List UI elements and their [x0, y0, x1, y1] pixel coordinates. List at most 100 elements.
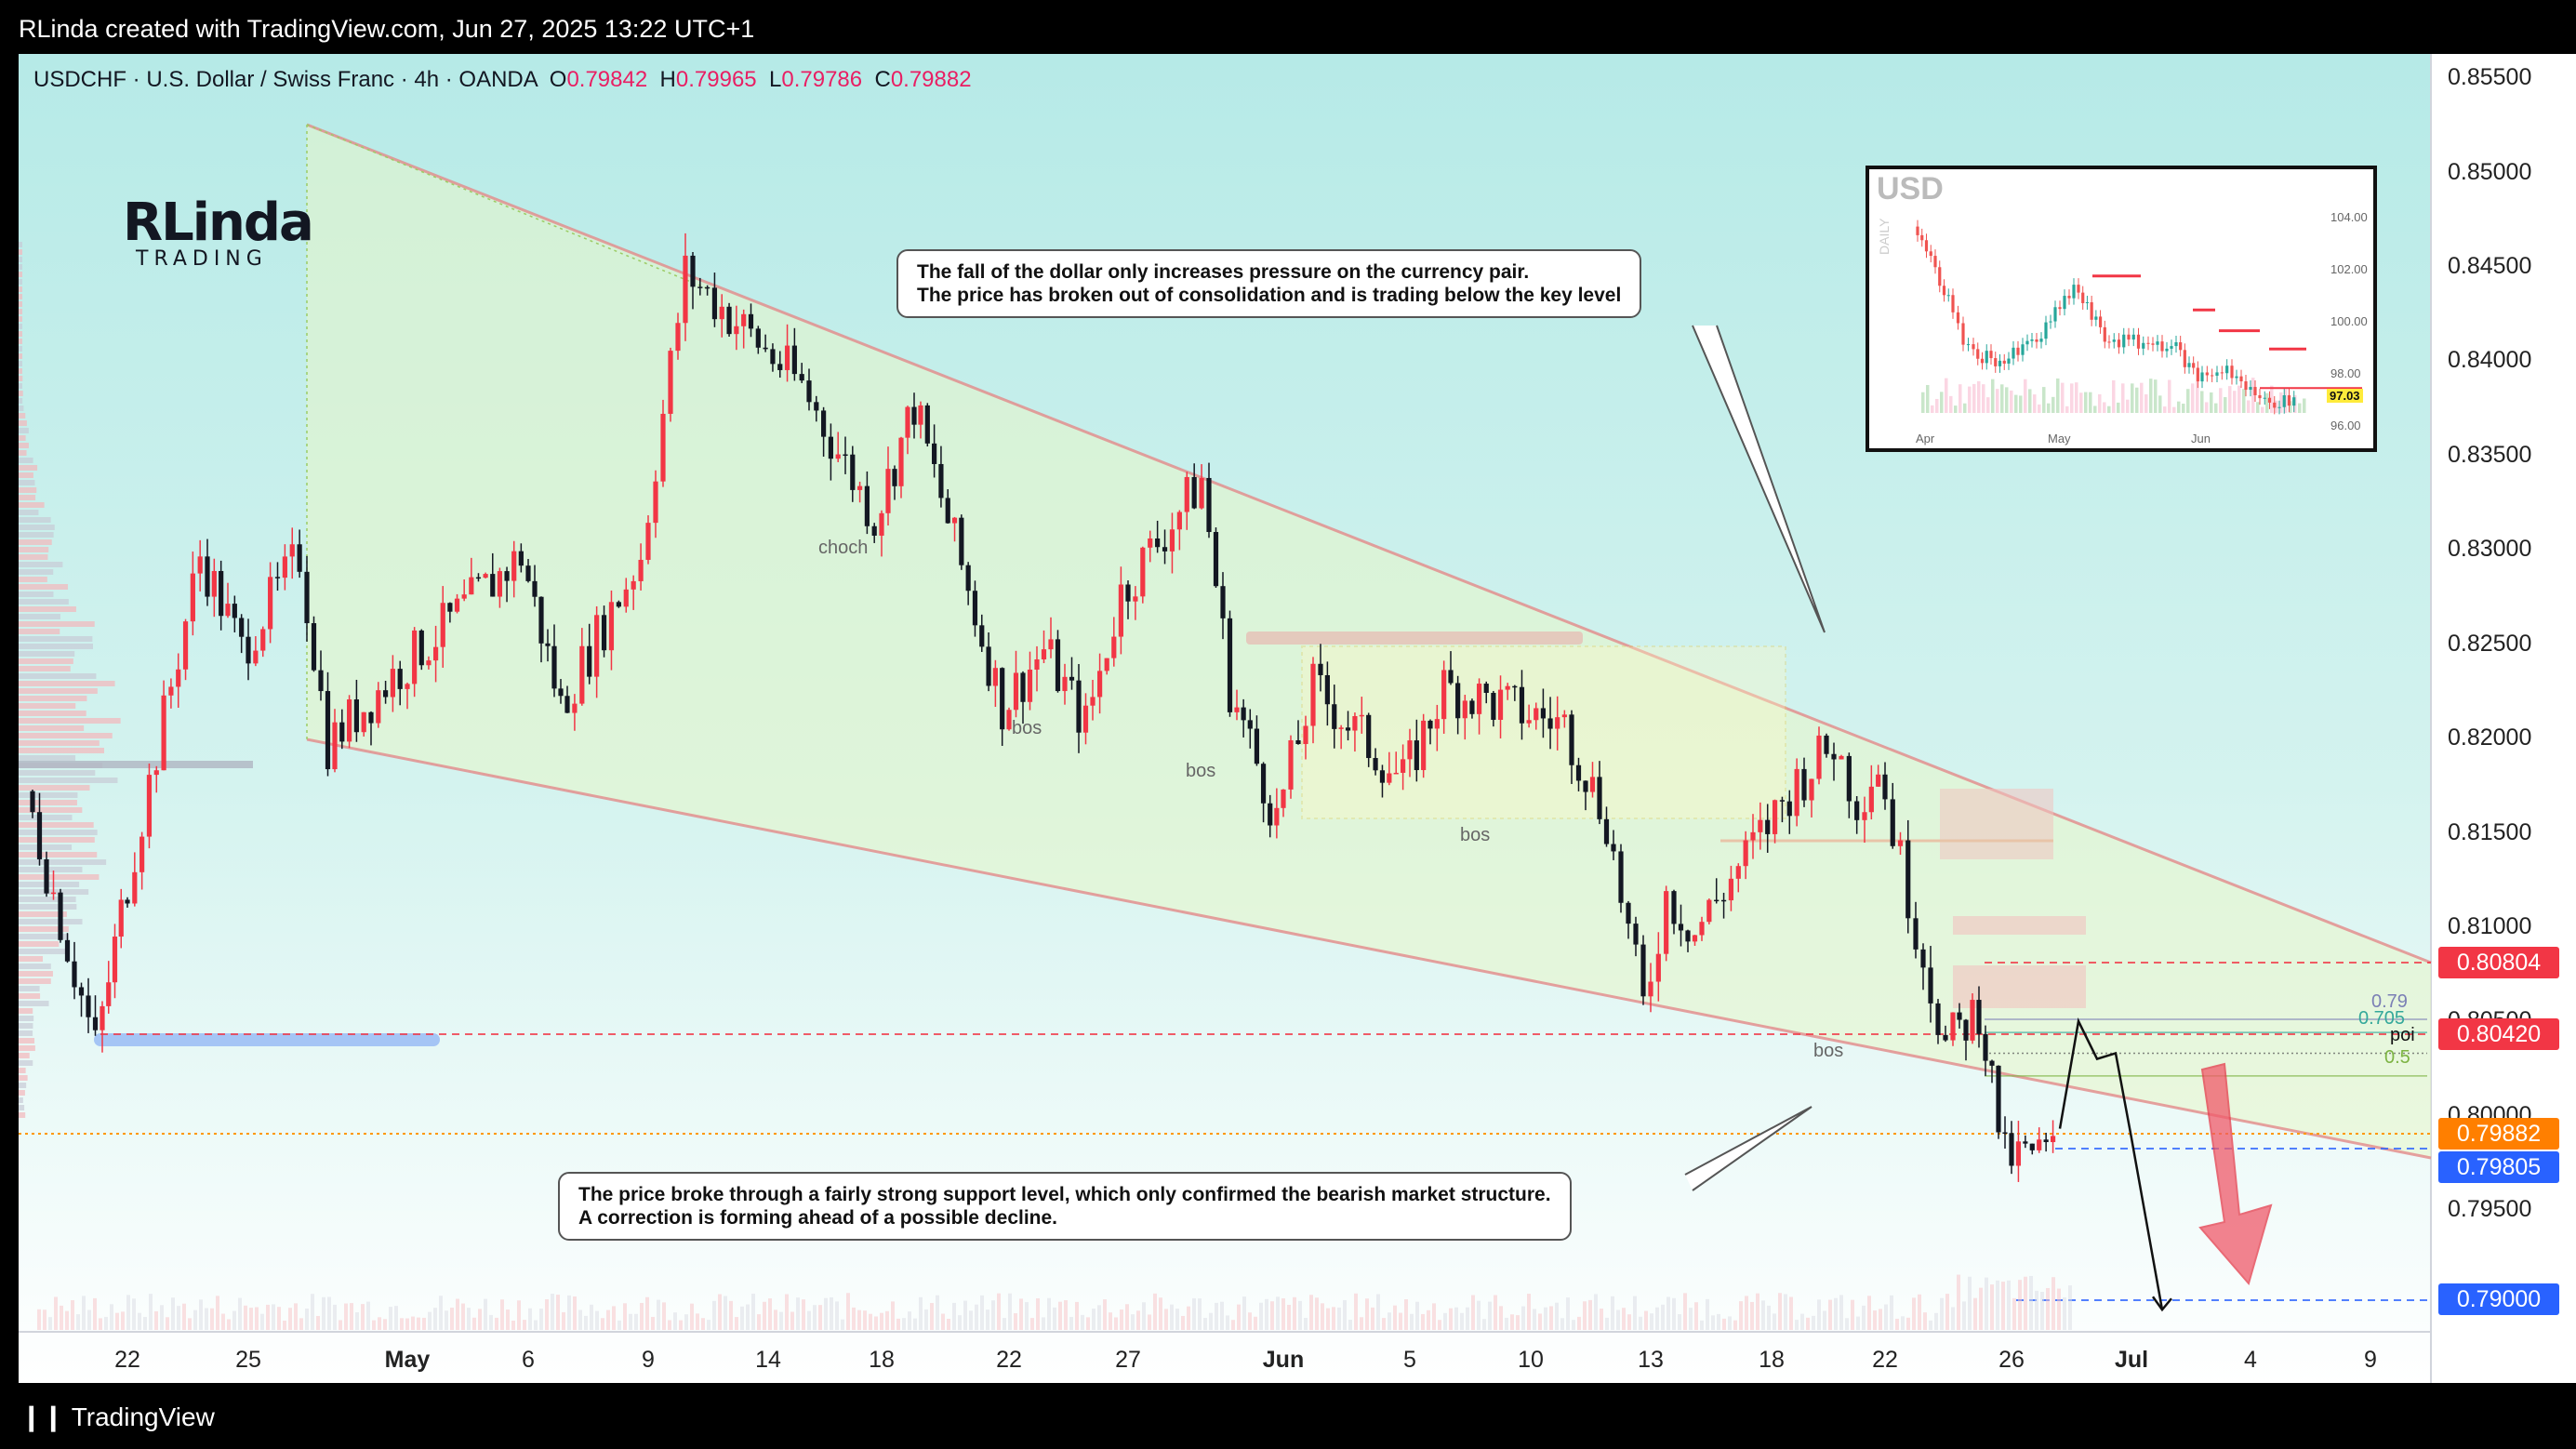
tradingview-brand[interactable]: ❙❙ TradingView	[20, 1402, 215, 1431]
inset-x-may: May	[2048, 432, 2071, 445]
volume-bar	[869, 1313, 872, 1330]
volume-bar	[1895, 1318, 1899, 1330]
candle-body	[1476, 684, 1482, 714]
volume-bar	[1175, 1309, 1179, 1330]
volume-bar	[1019, 1298, 1023, 1330]
volume-bar	[1488, 1301, 1492, 1330]
fib-poi: poi	[2390, 1025, 2415, 1045]
volume-bar	[1187, 1306, 1190, 1330]
inset-volume	[2172, 406, 2176, 413]
volume-bar	[143, 1317, 147, 1330]
volume-profile-bar	[19, 748, 104, 753]
candle-body	[755, 328, 761, 348]
volume-bar	[366, 1301, 370, 1330]
volume-bar	[751, 1293, 755, 1330]
volume-bar	[500, 1299, 504, 1330]
candle-body	[304, 571, 310, 624]
volume-bar	[919, 1296, 923, 1330]
volume-profile-bar	[19, 376, 23, 381]
inset-volume	[2052, 396, 2055, 413]
candle-body	[125, 899, 130, 904]
inset-volume	[2112, 379, 2116, 413]
volume-profile-bar	[19, 346, 22, 352]
inset-candle	[1938, 267, 1942, 286]
close-label: C	[874, 67, 891, 92]
candle-body	[1048, 639, 1054, 650]
volume-bar	[1226, 1315, 1229, 1330]
volume-bar	[657, 1299, 660, 1330]
bearish-arrow	[2198, 1062, 2273, 1286]
candle-body	[538, 596, 544, 644]
volume-profile-poc	[19, 761, 253, 768]
inset-candle	[2239, 376, 2243, 381]
volume-profile-bar	[19, 629, 60, 634]
candle-body	[1633, 924, 1639, 945]
volume-bar	[1851, 1299, 1854, 1330]
volume-bar	[1973, 1297, 1977, 1330]
volume-profile-bar	[19, 770, 96, 776]
volume-bar	[1215, 1302, 1218, 1330]
volume-bar	[896, 1318, 900, 1330]
volume-bar	[1376, 1294, 1380, 1330]
inset-candle	[2007, 358, 2011, 364]
volume-bar	[1259, 1302, 1263, 1330]
candle-body	[1983, 1033, 1988, 1061]
volume-bar	[1800, 1313, 1804, 1330]
volume-profile-bar	[19, 309, 22, 314]
volume-bar	[556, 1295, 560, 1330]
inset-candle	[2160, 341, 2164, 352]
volume-bar	[958, 1315, 962, 1330]
volume-bar	[82, 1296, 86, 1330]
candle-body	[711, 287, 718, 320]
inset-volume	[1931, 405, 1934, 413]
candle-body	[1897, 840, 1904, 846]
volume-bar	[428, 1311, 432, 1330]
volume-bar	[1482, 1319, 1486, 1330]
volume-bar	[1940, 1297, 1944, 1330]
candle-body	[951, 517, 958, 524]
volume-bar	[601, 1318, 604, 1330]
candle-body	[1611, 844, 1616, 852]
candle-body	[1913, 918, 1919, 950]
volume-bar	[1594, 1294, 1598, 1330]
inset-volume	[2000, 384, 2004, 413]
volume-bar	[1577, 1316, 1581, 1330]
candle-body	[1247, 720, 1253, 729]
volume-bar	[1533, 1309, 1536, 1330]
volume-bar	[1505, 1317, 1508, 1330]
candle-body	[843, 454, 848, 457]
volume-bar	[830, 1296, 833, 1330]
candle-body	[274, 577, 281, 578]
volume-bar	[673, 1312, 677, 1330]
inset-volume	[1977, 380, 1981, 413]
inset-volume	[2224, 397, 2227, 413]
choch-label: choch	[818, 538, 869, 558]
volume-bar	[489, 1314, 493, 1330]
volume-bar	[1220, 1301, 1224, 1330]
candle-body	[1206, 477, 1212, 533]
inset-volume	[2098, 393, 2102, 413]
candle-body	[1274, 807, 1280, 826]
candle-body	[2029, 1143, 2035, 1150]
inset-candle	[2230, 366, 2234, 379]
volume-profile-bar	[19, 852, 98, 857]
volume-bar	[333, 1304, 337, 1330]
volume-bar	[774, 1309, 777, 1330]
inset-candle	[1924, 240, 1929, 252]
volume-bar	[1125, 1304, 1129, 1330]
candle-body	[268, 577, 273, 630]
volume-bar	[154, 1310, 158, 1330]
y-tick: 0.79500	[2448, 1196, 2532, 1222]
candle-body	[225, 604, 231, 617]
candle-body	[1839, 755, 1844, 760]
volume-profile-bar	[19, 495, 36, 500]
volume-bar	[1929, 1320, 1932, 1330]
candle-body	[1125, 584, 1131, 602]
inset-candle	[1985, 351, 1988, 364]
inset-candle	[2016, 347, 2020, 355]
candle-body	[1213, 532, 1219, 587]
candle-body	[139, 836, 145, 872]
volume-bar	[852, 1307, 856, 1330]
symbol-name[interactable]: USDCHF · U.S. Dollar / Swiss Franc · 4h …	[33, 67, 538, 92]
